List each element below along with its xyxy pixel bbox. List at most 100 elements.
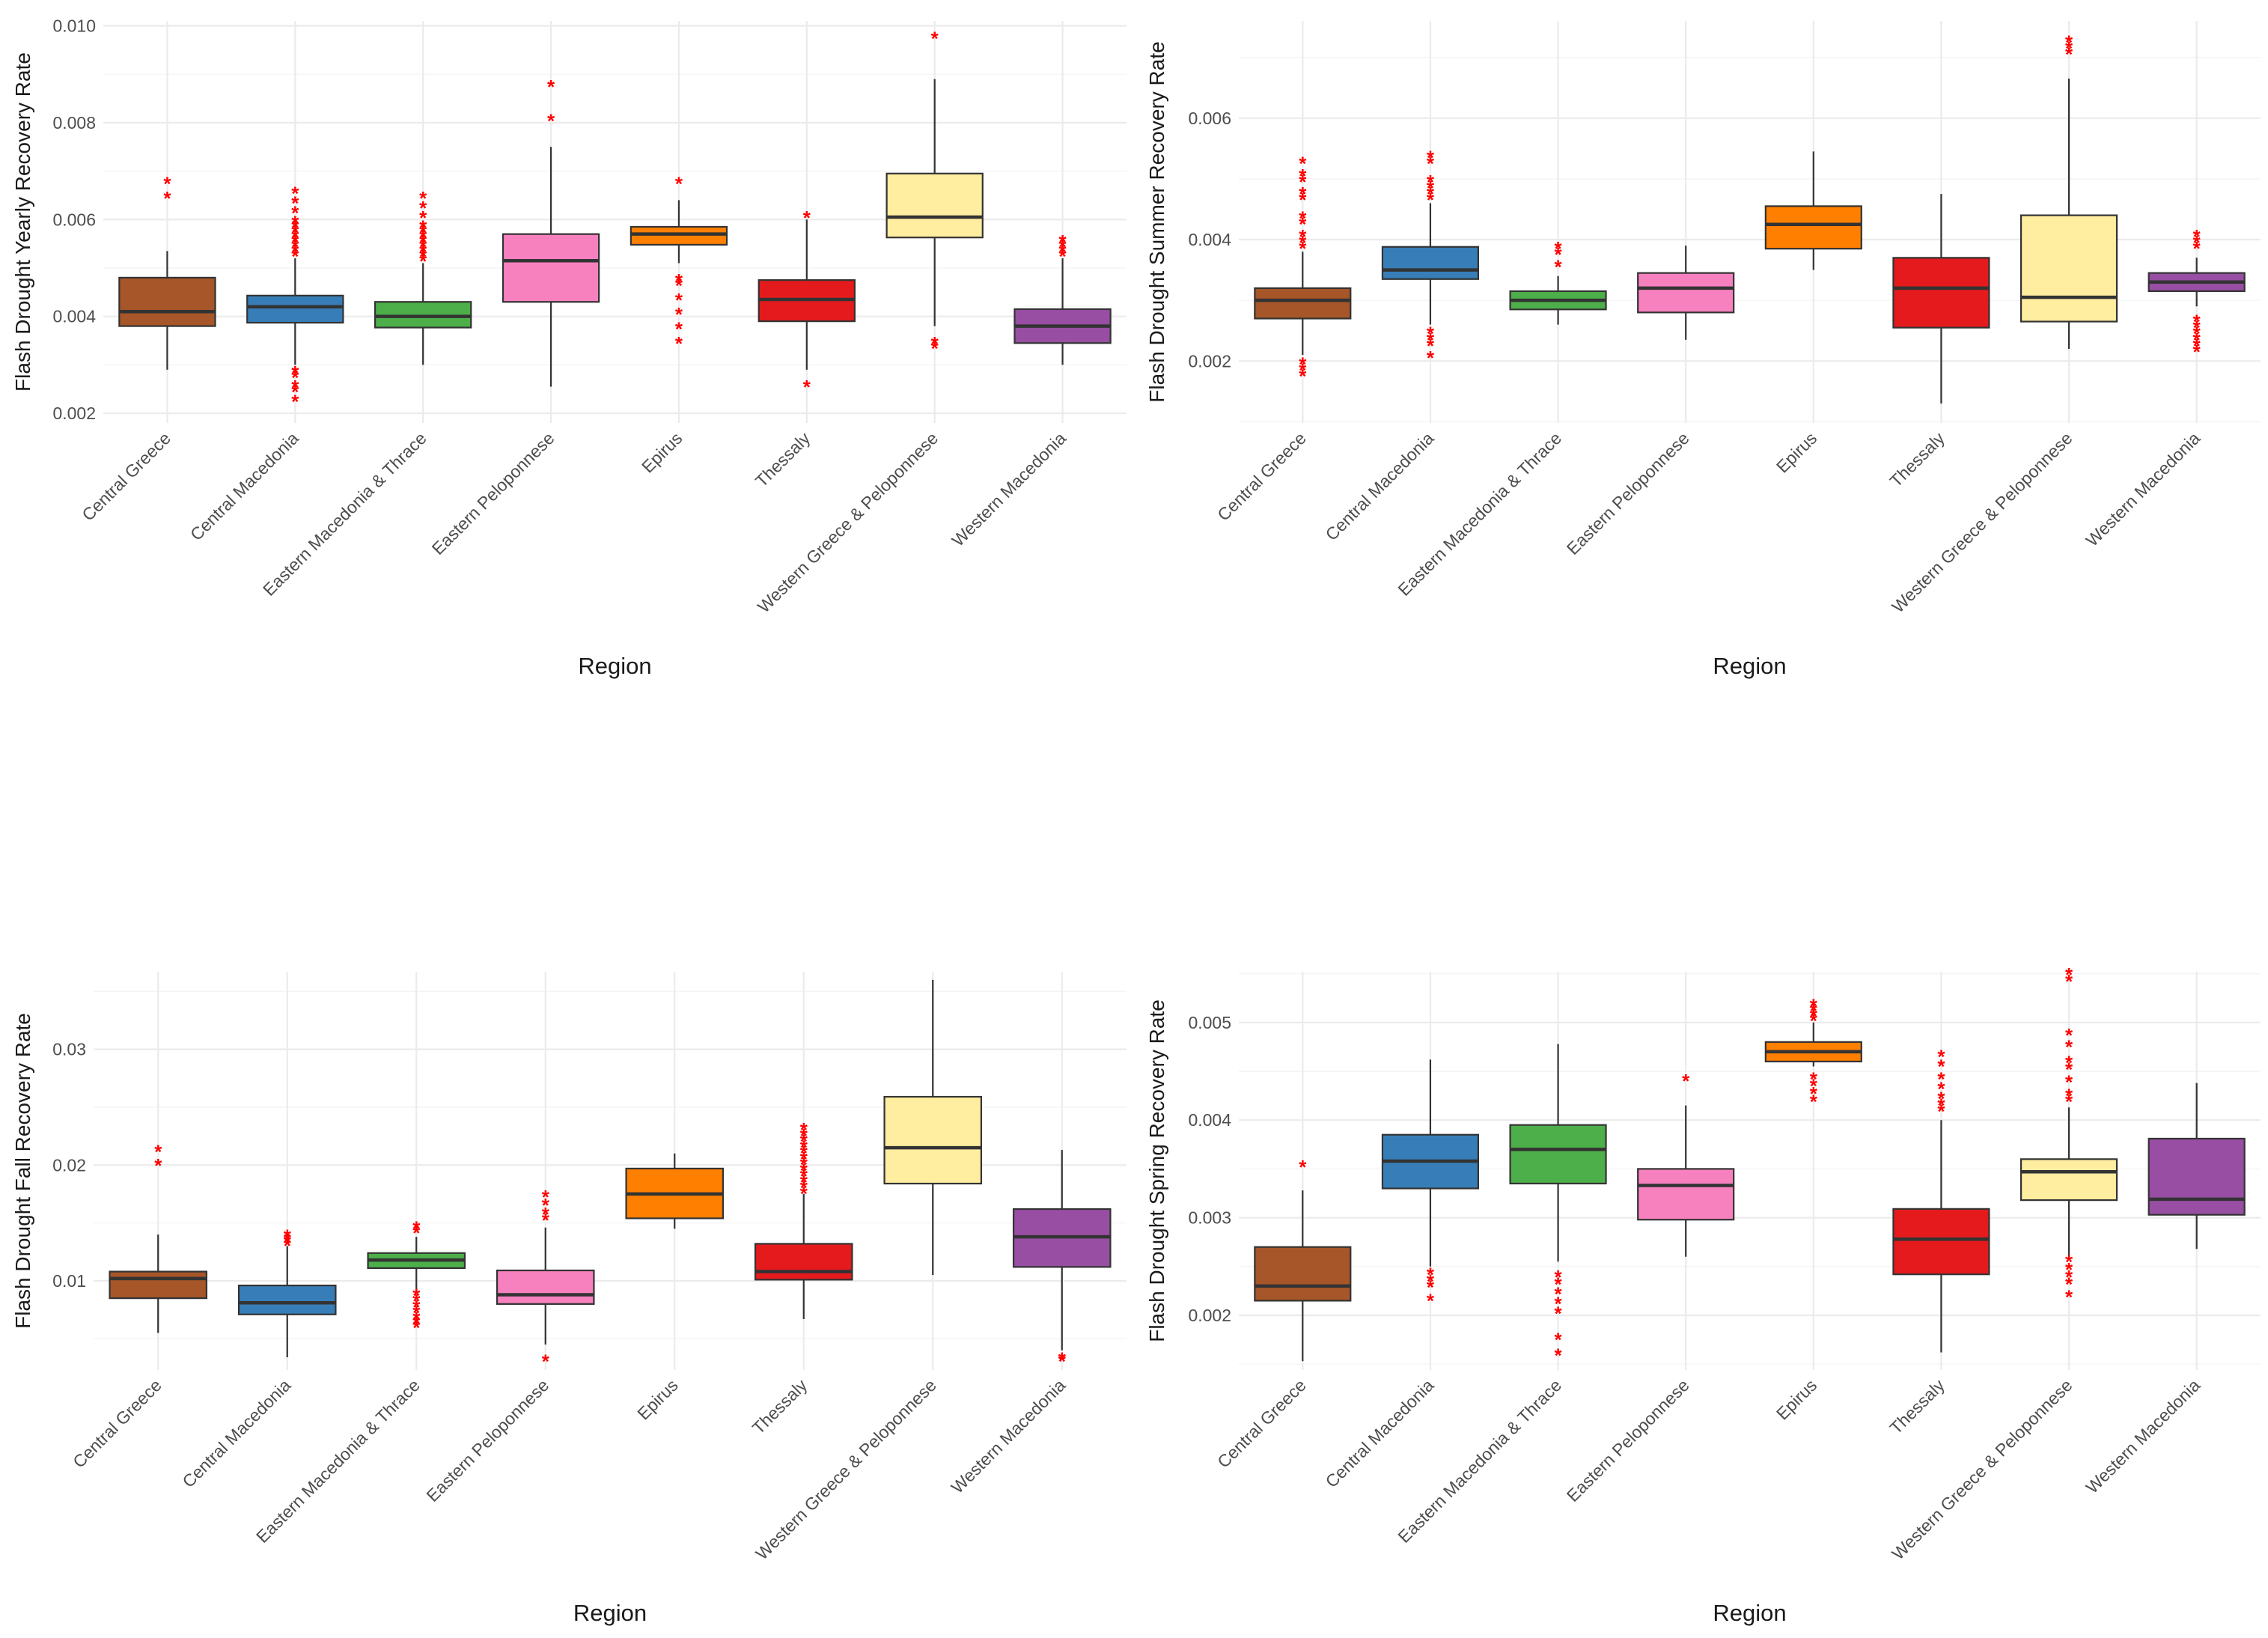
outlier-point: * (2193, 225, 2201, 248)
box-central-greece (1254, 287, 1352, 320)
outlier-point: * (291, 240, 299, 263)
y-tick-label: 0.002 (1188, 1306, 1231, 1325)
outlier-point: * (1427, 1270, 1435, 1292)
outlier-point: * (1810, 1075, 1818, 1097)
outlier-point: * (412, 1290, 421, 1312)
outlier-point: * (291, 362, 299, 384)
outlier-point: * (547, 76, 555, 98)
outlier-point: * (800, 1142, 808, 1164)
x-category-label: Epirus (1772, 428, 1820, 476)
outlier-point: * (803, 376, 811, 398)
outlier-point: * (1299, 153, 1307, 175)
outlier-point: * (931, 27, 939, 49)
y-tick-label: 0.02 (52, 1155, 86, 1175)
y-tick-label: 0.006 (1188, 109, 1231, 128)
outlier-point: * (800, 1165, 808, 1187)
outlier-point: * (412, 1296, 421, 1318)
x-category-label: Thessaly (749, 1375, 811, 1438)
y-tick-label: 0.004 (1188, 230, 1231, 249)
outlier-point: * (419, 240, 427, 263)
x-category-label: Western Macedonia (948, 1375, 1070, 1497)
outlier-point: * (2065, 1024, 2073, 1047)
outlier-point: * (1059, 246, 1067, 268)
outlier-point: * (803, 207, 811, 229)
outlier-point: * (1810, 1005, 1818, 1027)
outlier-point: * (1427, 177, 1435, 199)
box-thessaly (1892, 1208, 1990, 1276)
outlier-point: * (2065, 1091, 2073, 1113)
outlier-point: * (291, 216, 299, 239)
outlier-point: * (1299, 189, 1307, 211)
outlier-point: * (284, 1226, 292, 1248)
outlier-point: * (542, 1203, 550, 1226)
outlier-point: * (800, 1177, 808, 1199)
outlier-point: * (291, 391, 299, 413)
outlier-point: * (1427, 1276, 1435, 1298)
x-category-label: Central Macedonia (178, 1375, 294, 1491)
outlier-point: * (1555, 1273, 1563, 1295)
outlier-point: * (412, 1317, 421, 1339)
outlier-point: * (675, 303, 683, 326)
x-category-label: Epirus (638, 428, 686, 476)
outlier-point: * (800, 1159, 808, 1181)
outlier-point: * (1299, 207, 1307, 230)
outlier-point: * (419, 207, 427, 229)
outlier-point: * (1427, 329, 1435, 351)
outlier-point: * (412, 1312, 421, 1335)
outlier-point: * (800, 1124, 808, 1147)
outlier-point: * (291, 246, 299, 268)
outlier-point: * (2065, 1250, 2073, 1273)
outlier-point: * (412, 1222, 421, 1244)
x-category-label: Western Macedonia (2082, 428, 2204, 550)
outlier-point: * (1555, 243, 1563, 266)
y-tick-label: 0.004 (52, 307, 96, 326)
outlier-point: * (1810, 1068, 1818, 1091)
x-axis-title: Region (1713, 1600, 1786, 1626)
outlier-point: * (291, 211, 299, 234)
outlier-point: * (1555, 1282, 1563, 1305)
x-category-label: Central Macedonia (1322, 428, 1438, 544)
outlier-point: * (1937, 1078, 1945, 1100)
outlier-point: * (412, 1302, 421, 1324)
outlier-point: * (1059, 240, 1067, 263)
outlier-point: * (1427, 1290, 1435, 1312)
box-western-greece-and-peloponnese (2019, 214, 2118, 323)
outlier-point: * (412, 1217, 421, 1240)
x-category-label: Eastern Peloponnese (1563, 1375, 1693, 1505)
outlier-point: * (419, 221, 427, 243)
box-central-greece (1254, 1246, 1352, 1302)
outlier-point: * (2065, 37, 2073, 59)
x-category-label: Central Greece (1213, 1375, 1310, 1472)
outlier-point: * (2193, 237, 2201, 260)
outlier-point: * (1937, 1046, 1945, 1068)
outlier-point: * (2065, 970, 2073, 993)
outlier-point: * (1427, 146, 1435, 168)
outlier-point: * (291, 182, 299, 204)
outlier-point: * (1058, 1351, 1067, 1373)
outlier-point: * (1299, 365, 1307, 387)
y-axis-title: Flash Drought Spring Recovery Rate (1145, 999, 1168, 1342)
box-eastern-peloponnese (1637, 1168, 1735, 1221)
box-western-greece-and-peloponnese (885, 172, 984, 239)
outlier-point: * (2065, 963, 2073, 986)
outlier-point: * (1299, 237, 1307, 260)
outlier-point: * (2065, 1258, 2073, 1281)
outlier-point: * (675, 289, 683, 311)
outlier-point: * (547, 109, 555, 132)
outlier-point: * (291, 231, 299, 253)
outlier-point: * (542, 1194, 550, 1217)
outlier-point: * (1059, 231, 1067, 253)
outlier-point: * (800, 1136, 808, 1158)
box-western-greece-and-peloponnese (2019, 1158, 2118, 1202)
x-category-label: Thessaly (752, 428, 814, 491)
outlier-point: * (542, 1351, 550, 1373)
outlier-point: * (1937, 1094, 1945, 1117)
x-axis-title: Region (573, 1600, 647, 1626)
outlier-point: * (291, 381, 299, 404)
outlier-point: * (1299, 353, 1307, 375)
x-category-label: Thessaly (1886, 1375, 1949, 1438)
outlier-point: * (284, 1234, 292, 1257)
outlier-point: * (1937, 1068, 1945, 1091)
outlier-point: * (291, 366, 299, 389)
